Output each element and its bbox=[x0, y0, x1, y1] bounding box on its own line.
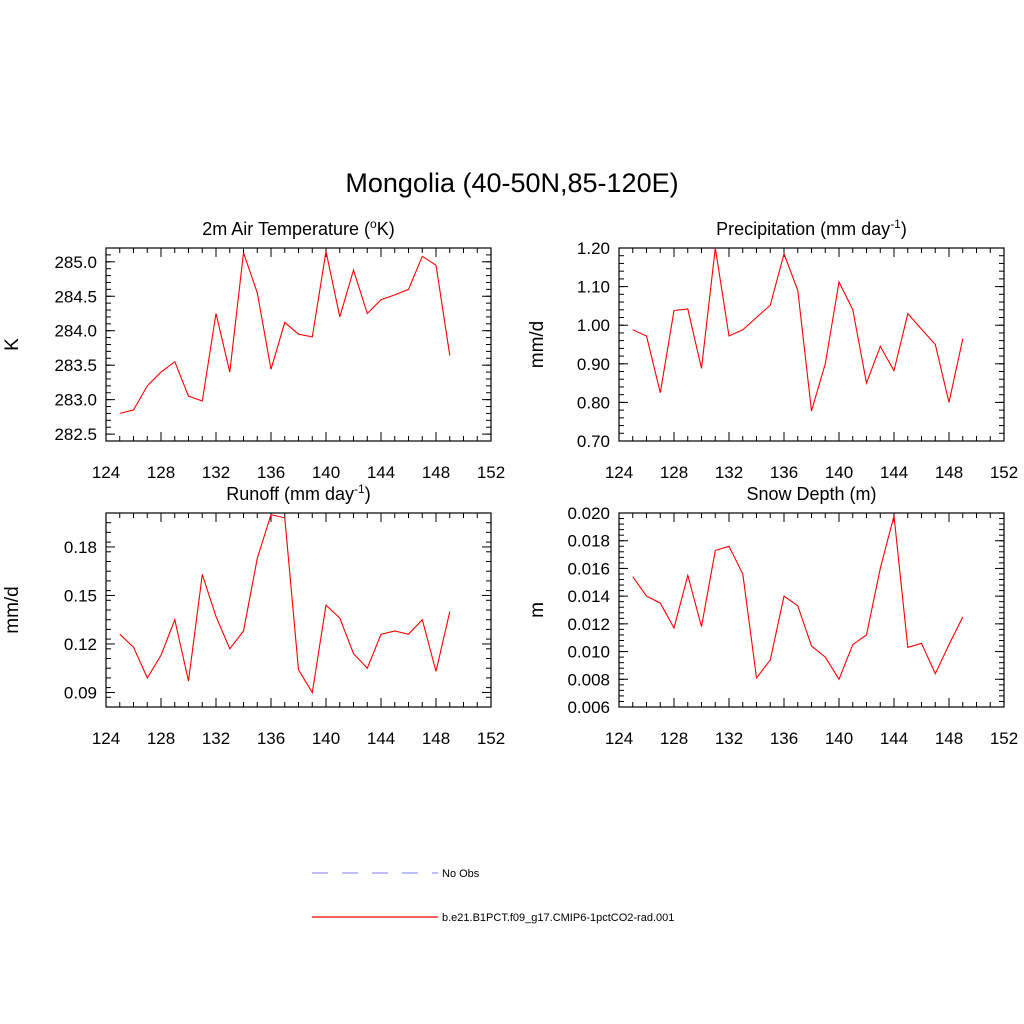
x-tick-label: 128 bbox=[147, 463, 175, 482]
x-tick-label: 152 bbox=[990, 463, 1018, 482]
x-tick-label: 144 bbox=[367, 463, 395, 482]
panel-title-suffix: ) bbox=[365, 484, 371, 504]
snow-depth-panel: Snow Depth (m) m 124 128 132 136 140 144 148 152 0… bbox=[527, 484, 1018, 748]
x-tick-label: 140 bbox=[312, 463, 340, 482]
panel-title-superscript: o bbox=[370, 217, 377, 231]
y-axis-label: mm/d bbox=[2, 586, 23, 634]
x-tick-label: 148 bbox=[422, 729, 450, 748]
panel-title-suffix: K) bbox=[377, 219, 395, 239]
air-temperature-panel: 2m Air Temperature (oK) K 124 128 132 136 140 1… bbox=[2, 217, 505, 482]
x-tick-label: 124 bbox=[605, 463, 633, 482]
x-tick-label: 132 bbox=[202, 463, 230, 482]
plot-frame bbox=[618, 512, 1005, 708]
panel-title: Snow Depth (m) bbox=[746, 484, 876, 504]
x-tick-label: 124 bbox=[605, 729, 633, 748]
legend: No Obs b.e21.B1PCT.f09_g17.CMIP6-1pctCO2-… bbox=[312, 868, 674, 924]
series-line bbox=[119, 251, 451, 414]
y-tick-label: 0.80 bbox=[577, 393, 610, 412]
panel-title: 2m Air Temperature (oK) bbox=[202, 217, 394, 239]
x-tick-label: 140 bbox=[825, 463, 853, 482]
x-tick-label: 148 bbox=[935, 729, 963, 748]
y-tick-label: 0.006 bbox=[567, 698, 610, 717]
x-tick-label: 132 bbox=[202, 729, 230, 748]
y-tick-label: 0.90 bbox=[577, 355, 610, 374]
plot-frame bbox=[105, 247, 492, 442]
x-tick-label: 136 bbox=[770, 729, 798, 748]
precipitation-panel: Precipitation (mm day-1) mm/d 124 128 132 136… bbox=[527, 217, 1018, 482]
x-tick-label: 152 bbox=[477, 729, 505, 748]
y-tick-label: 0.15 bbox=[64, 586, 97, 605]
plot-frame bbox=[618, 247, 1005, 442]
panel-title: Precipitation (mm day-1) bbox=[716, 217, 907, 239]
y-tick-label: 1.10 bbox=[577, 278, 610, 297]
panel-title-superscript: -1 bbox=[890, 217, 901, 231]
x-tick-label: 128 bbox=[660, 463, 688, 482]
panel-title: Runoff (mm day-1) bbox=[226, 482, 370, 504]
runoff-panel: Runoff (mm day-1) mm/d 124 128 132 136 140 144 1… bbox=[2, 482, 505, 748]
x-tick-label: 144 bbox=[880, 729, 908, 748]
y-tick-label: 0.014 bbox=[567, 587, 610, 606]
legend-label: b.e21.B1PCT.f09_g17.CMIP6-1pctCO2-rad.00… bbox=[442, 912, 674, 924]
y-tick-label: 282.5 bbox=[54, 425, 97, 444]
y-tick-label: 284.5 bbox=[54, 287, 97, 306]
x-tick-label: 124 bbox=[92, 729, 120, 748]
series-line bbox=[632, 247, 964, 412]
y-tick-label: 0.18 bbox=[64, 538, 97, 557]
x-tick-label: 132 bbox=[715, 729, 743, 748]
x-tick-label: 148 bbox=[422, 463, 450, 482]
y-axis-label: K bbox=[2, 338, 23, 351]
panel-title-text: Precipitation (mm day bbox=[716, 219, 890, 239]
panel-title-text: Runoff (mm day bbox=[226, 484, 354, 504]
legend-item: b.e21.B1PCT.f09_g17.CMIP6-1pctCO2-rad.00… bbox=[312, 912, 674, 924]
y-tick-label: 0.12 bbox=[64, 635, 97, 654]
y-tick-label: 0.008 bbox=[567, 670, 610, 689]
y-tick-label: 283.0 bbox=[54, 391, 97, 410]
y-tick-label: 0.70 bbox=[577, 432, 610, 451]
series-line bbox=[632, 515, 964, 681]
y-tick-label: 0.020 bbox=[567, 504, 610, 523]
x-tick-label: 132 bbox=[715, 463, 743, 482]
panel-title-suffix: ) bbox=[901, 219, 907, 239]
y-tick-label: 0.018 bbox=[567, 532, 610, 551]
x-tick-label: 136 bbox=[257, 729, 285, 748]
y-tick-label: 285.0 bbox=[54, 253, 97, 272]
x-tick-label: 136 bbox=[770, 463, 798, 482]
x-tick-label: 144 bbox=[367, 729, 395, 748]
x-tick-label: 152 bbox=[477, 463, 505, 482]
plot-frame bbox=[105, 512, 492, 708]
x-tick-label: 128 bbox=[147, 729, 175, 748]
figure-title: Mongolia (40-50N,85-120E) bbox=[345, 168, 678, 198]
y-tick-label: 0.09 bbox=[64, 683, 97, 702]
y-tick-label: 0.010 bbox=[567, 643, 610, 662]
x-tick-label: 128 bbox=[660, 729, 688, 748]
y-tick-label: 284.0 bbox=[54, 322, 97, 341]
x-tick-label: 136 bbox=[257, 463, 285, 482]
y-tick-label: 0.016 bbox=[567, 559, 610, 578]
y-tick-label: 0.012 bbox=[567, 615, 610, 634]
panel-title-text: 2m Air Temperature ( bbox=[202, 219, 370, 239]
y-tick-label: 1.20 bbox=[577, 239, 610, 258]
x-tick-label: 140 bbox=[312, 729, 340, 748]
x-tick-label: 124 bbox=[92, 463, 120, 482]
x-tick-label: 152 bbox=[990, 729, 1018, 748]
series-line bbox=[119, 513, 451, 695]
y-tick-label: 1.00 bbox=[577, 316, 610, 335]
legend-label: No Obs bbox=[442, 868, 480, 880]
y-tick-label: 283.5 bbox=[54, 356, 97, 375]
panel-title-superscript: -1 bbox=[354, 482, 365, 496]
x-tick-label: 148 bbox=[935, 463, 963, 482]
x-tick-label: 144 bbox=[880, 463, 908, 482]
panel-title-text: Snow Depth (m) bbox=[746, 484, 876, 504]
x-tick-label: 140 bbox=[825, 729, 853, 748]
panels: 2m Air Temperature (oK) K 124 128 132 136 140 1… bbox=[2, 217, 1018, 748]
legend-item: No Obs bbox=[312, 868, 480, 880]
y-axis-label: mm/d bbox=[527, 321, 548, 369]
y-axis-label: m bbox=[527, 602, 548, 618]
